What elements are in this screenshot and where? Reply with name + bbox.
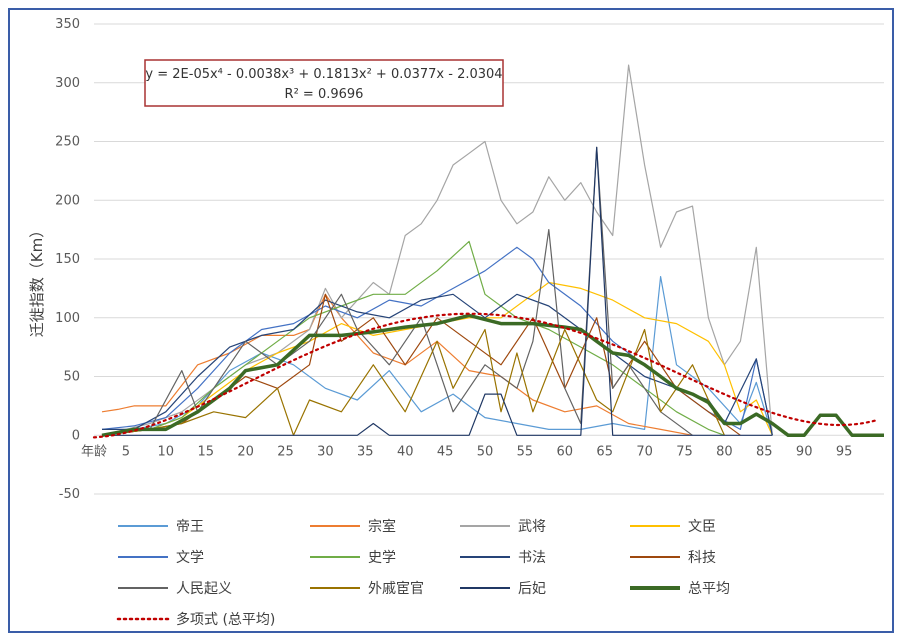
x-tick-label: 85 [756, 444, 773, 459]
x-tick-label: 70 [636, 444, 653, 459]
legend-label-4: 文学 [176, 550, 204, 566]
y-tick-label: 350 [55, 17, 80, 32]
x-axis-ticks: 年龄 5 10 15 20 25 30 35 40 45 50 55 60 65 70 75 80 85 90 95 [81, 444, 852, 459]
y-tick-label: -50 [59, 487, 80, 502]
trendline [92, 312, 878, 439]
y-tick-label: 200 [55, 193, 80, 208]
series-line-3 [101, 281, 773, 436]
legend-label-8: 人民起义 [176, 581, 232, 597]
trendline-equation: y = 2E-05x⁴ - 0.0038x³ + 0.1813x² + 0.03… [145, 67, 502, 82]
x-tick-label: 年龄 [81, 444, 107, 459]
chart-frame: -50 0 50 100 150 200 250 300 350 年龄 5 10 15 20 25 30 35… [8, 8, 894, 633]
series-line-5 [101, 240, 725, 436]
equation-box: y = 2E-05x⁴ - 0.0038x³ + 0.1813x² + 0.03… [144, 59, 504, 107]
x-tick-label: 45 [437, 444, 454, 459]
series-line-11 [101, 313, 884, 438]
legend-label-6: 书法 [518, 550, 546, 566]
legend-label-9: 外戚宦官 [368, 580, 424, 597]
legend-label-2: 武将 [518, 519, 546, 535]
x-tick-label: 95 [836, 444, 853, 459]
y-tick-label: 150 [55, 252, 80, 267]
x-tick-label: 15 [197, 444, 214, 459]
y-axis-label: 迁徙指数（Km） [28, 223, 46, 337]
series-line-0 [101, 276, 773, 436]
x-tick-label: 20 [237, 444, 254, 459]
y-axis-ticks: -50 0 50 100 150 200 250 300 350 [55, 17, 80, 502]
x-tick-label: 25 [277, 444, 294, 459]
x-tick-label: 90 [796, 444, 813, 459]
legend-label-0: 帝王 [176, 519, 204, 535]
x-tick-label: 50 [477, 444, 494, 459]
series-line-2 [101, 64, 773, 436]
trendline-curve [92, 312, 878, 439]
legend-label-1: 宗室 [368, 518, 396, 535]
y-tick-label: 100 [55, 311, 80, 326]
x-tick-label: 35 [357, 444, 374, 459]
series-line-10 [102, 146, 773, 436]
legend-label-5: 史学 [368, 550, 396, 566]
x-tick-label: 40 [397, 444, 414, 459]
series-line-8 [101, 146, 693, 436]
x-tick-label: 5 [122, 444, 130, 459]
y-tick-label: 0 [72, 428, 80, 443]
legend-label-12: 多项式 (总平均) [176, 611, 275, 628]
chart-svg: -50 0 50 100 150 200 250 300 350 年龄 5 10 15 20 25 30 35… [28, 17, 884, 628]
x-tick-label: 10 [158, 444, 175, 459]
y-tick-label: 50 [63, 370, 80, 385]
equation-box-frame [144, 59, 504, 107]
legend-label-7: 科技 [688, 550, 716, 566]
legend-label-3: 文臣 [688, 519, 716, 535]
legend-label-11: 总平均 [688, 581, 730, 597]
x-tick-label: 65 [596, 444, 613, 459]
y-tick-label: 250 [55, 135, 80, 150]
series-line-9 [101, 328, 725, 436]
x-tick-label: 55 [517, 444, 534, 459]
y-tick-label: 300 [55, 76, 80, 91]
x-tick-label: 75 [676, 444, 693, 459]
x-tick-label: 80 [716, 444, 733, 459]
x-tick-label: 60 [557, 444, 574, 459]
trendline-r2: R² = 0.9696 [285, 87, 364, 102]
x-tick-label: 30 [317, 444, 334, 459]
legend-label-10: 后妃 [518, 581, 546, 597]
series-lines [101, 64, 884, 438]
